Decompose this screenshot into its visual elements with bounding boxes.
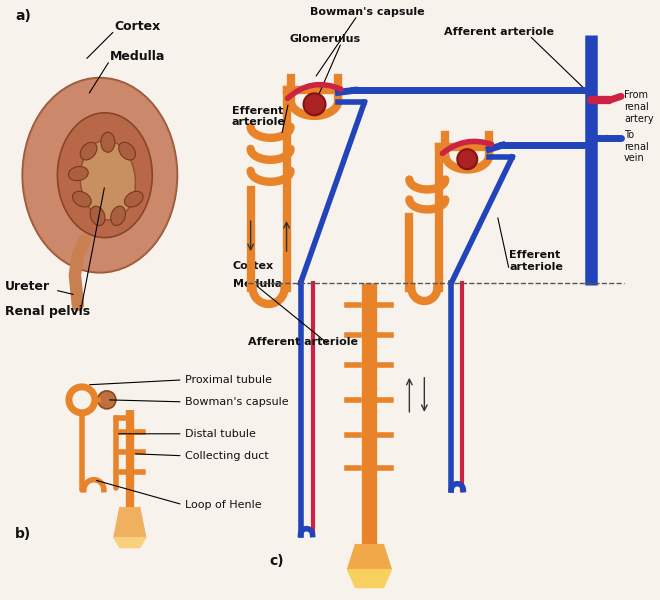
Ellipse shape (81, 142, 97, 160)
Ellipse shape (73, 191, 91, 207)
Ellipse shape (90, 206, 105, 226)
Text: Bowman's capsule: Bowman's capsule (185, 397, 288, 407)
Text: Afferent arteriole: Afferent arteriole (444, 28, 554, 37)
Polygon shape (347, 545, 391, 569)
Text: Cortex: Cortex (232, 261, 274, 271)
Circle shape (98, 391, 115, 409)
Text: Glomerulus: Glomerulus (290, 34, 360, 44)
Ellipse shape (111, 206, 125, 226)
Ellipse shape (101, 132, 115, 152)
Ellipse shape (125, 191, 143, 207)
Ellipse shape (22, 78, 178, 272)
Text: Afferent arteriole: Afferent arteriole (248, 337, 358, 347)
Polygon shape (114, 508, 146, 538)
Polygon shape (347, 569, 391, 587)
Ellipse shape (57, 113, 152, 238)
Text: Collecting duct: Collecting duct (185, 451, 269, 461)
Ellipse shape (69, 167, 88, 181)
Text: Ureter: Ureter (5, 280, 50, 293)
Text: Proximal tubule: Proximal tubule (185, 375, 272, 385)
Text: Medulla: Medulla (110, 50, 165, 64)
Polygon shape (114, 538, 146, 548)
Text: b): b) (15, 527, 31, 541)
Ellipse shape (22, 78, 178, 272)
Text: Medulla: Medulla (232, 279, 282, 289)
Ellipse shape (81, 140, 135, 220)
Text: To
renal
vein: To renal vein (624, 130, 649, 163)
Ellipse shape (119, 142, 135, 160)
Circle shape (304, 94, 325, 115)
Text: Bowman's capsule: Bowman's capsule (310, 7, 424, 17)
Text: a): a) (15, 10, 31, 23)
Text: c): c) (269, 554, 284, 568)
Text: Renal pelvis: Renal pelvis (5, 305, 90, 318)
Circle shape (457, 149, 477, 169)
Text: From
renal
artery: From renal artery (624, 91, 653, 124)
Text: Efferent
arteriole: Efferent arteriole (232, 106, 286, 127)
Text: Efferent
arteriole: Efferent arteriole (510, 250, 563, 272)
Text: Loop of Henle: Loop of Henle (185, 500, 261, 509)
Text: Cortex: Cortex (115, 20, 161, 34)
Text: Distal tubule: Distal tubule (185, 429, 255, 439)
